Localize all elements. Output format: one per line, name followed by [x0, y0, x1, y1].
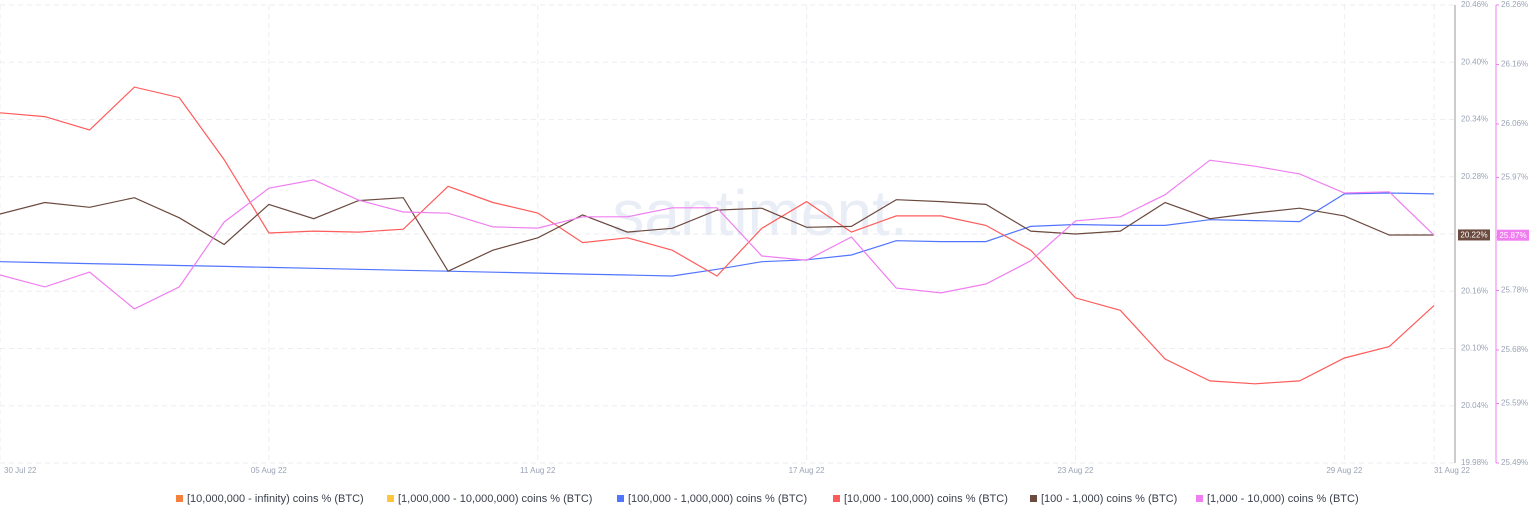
- y2-tick-label: 26.26%: [1501, 0, 1528, 9]
- series-line: [0, 192, 1435, 277]
- legend-label: [1,000,000 - 10,000,000) coins % (BTC): [398, 493, 592, 505]
- series-line: [0, 197, 1434, 272]
- y2-tick-label: 25.68%: [1501, 345, 1528, 354]
- value-label: 20.22%: [1460, 231, 1487, 240]
- value-tag: [1497, 229, 1529, 241]
- series-line: [0, 159, 1435, 310]
- y2-tick-label: 26.16%: [1501, 60, 1528, 69]
- x-tick-label: 11 Aug 22: [520, 466, 556, 475]
- legend-swatch: [617, 495, 624, 502]
- y2-tick-label: 25.78%: [1501, 286, 1528, 295]
- y2-tick-label: 26.06%: [1501, 119, 1528, 128]
- series-line: [0, 86, 1435, 385]
- legend-swatch: [1196, 495, 1203, 502]
- x-tick-label: 05 Aug 22: [251, 466, 288, 475]
- legend-swatch: [176, 495, 183, 502]
- x-tick-label: 31 Aug 22: [1434, 466, 1471, 475]
- legend-label: [100 - 1,000) coins % (BTC): [1041, 493, 1177, 505]
- legend-swatch: [1030, 495, 1037, 502]
- x-tick-label: 23 Aug 22: [1057, 466, 1094, 475]
- y-tick-label: 20.10%: [1461, 344, 1488, 353]
- legend-label: [10,000,000 - infinity) coins % (BTC): [187, 493, 364, 505]
- value-label: 25.87%: [1499, 231, 1526, 240]
- legend-label: [10,000 - 100,000) coins % (BTC): [844, 493, 1008, 505]
- x-tick-label: 17 Aug 22: [789, 466, 826, 475]
- legend-label: [100,000 - 1,000,000) coins % (BTC): [628, 493, 807, 505]
- legend-label: [1,000 - 10,000) coins % (BTC): [1207, 493, 1359, 505]
- y2-tick-label: 25.49%: [1501, 458, 1528, 467]
- y2-tick-label: 25.59%: [1501, 399, 1528, 408]
- y-tick-label: 20.34%: [1461, 115, 1488, 124]
- legend-swatch: [387, 495, 394, 502]
- y-tick-label: 20.28%: [1461, 172, 1488, 181]
- y-tick-label: 20.46%: [1461, 0, 1488, 9]
- y-tick-label: 20.04%: [1461, 401, 1488, 410]
- value-tag: [1458, 229, 1490, 241]
- x-tick-label: 29 Aug 22: [1326, 466, 1363, 475]
- x-tick-label: 30 Jul 22: [4, 466, 37, 475]
- watermark: santiment.: [612, 177, 907, 249]
- y2-tick-label: 25.97%: [1501, 173, 1528, 182]
- legend-swatch: [833, 495, 840, 502]
- y-tick-label: 20.16%: [1461, 286, 1488, 295]
- y-tick-label: 20.40%: [1461, 57, 1488, 66]
- y-tick-label: 19.98%: [1461, 458, 1488, 467]
